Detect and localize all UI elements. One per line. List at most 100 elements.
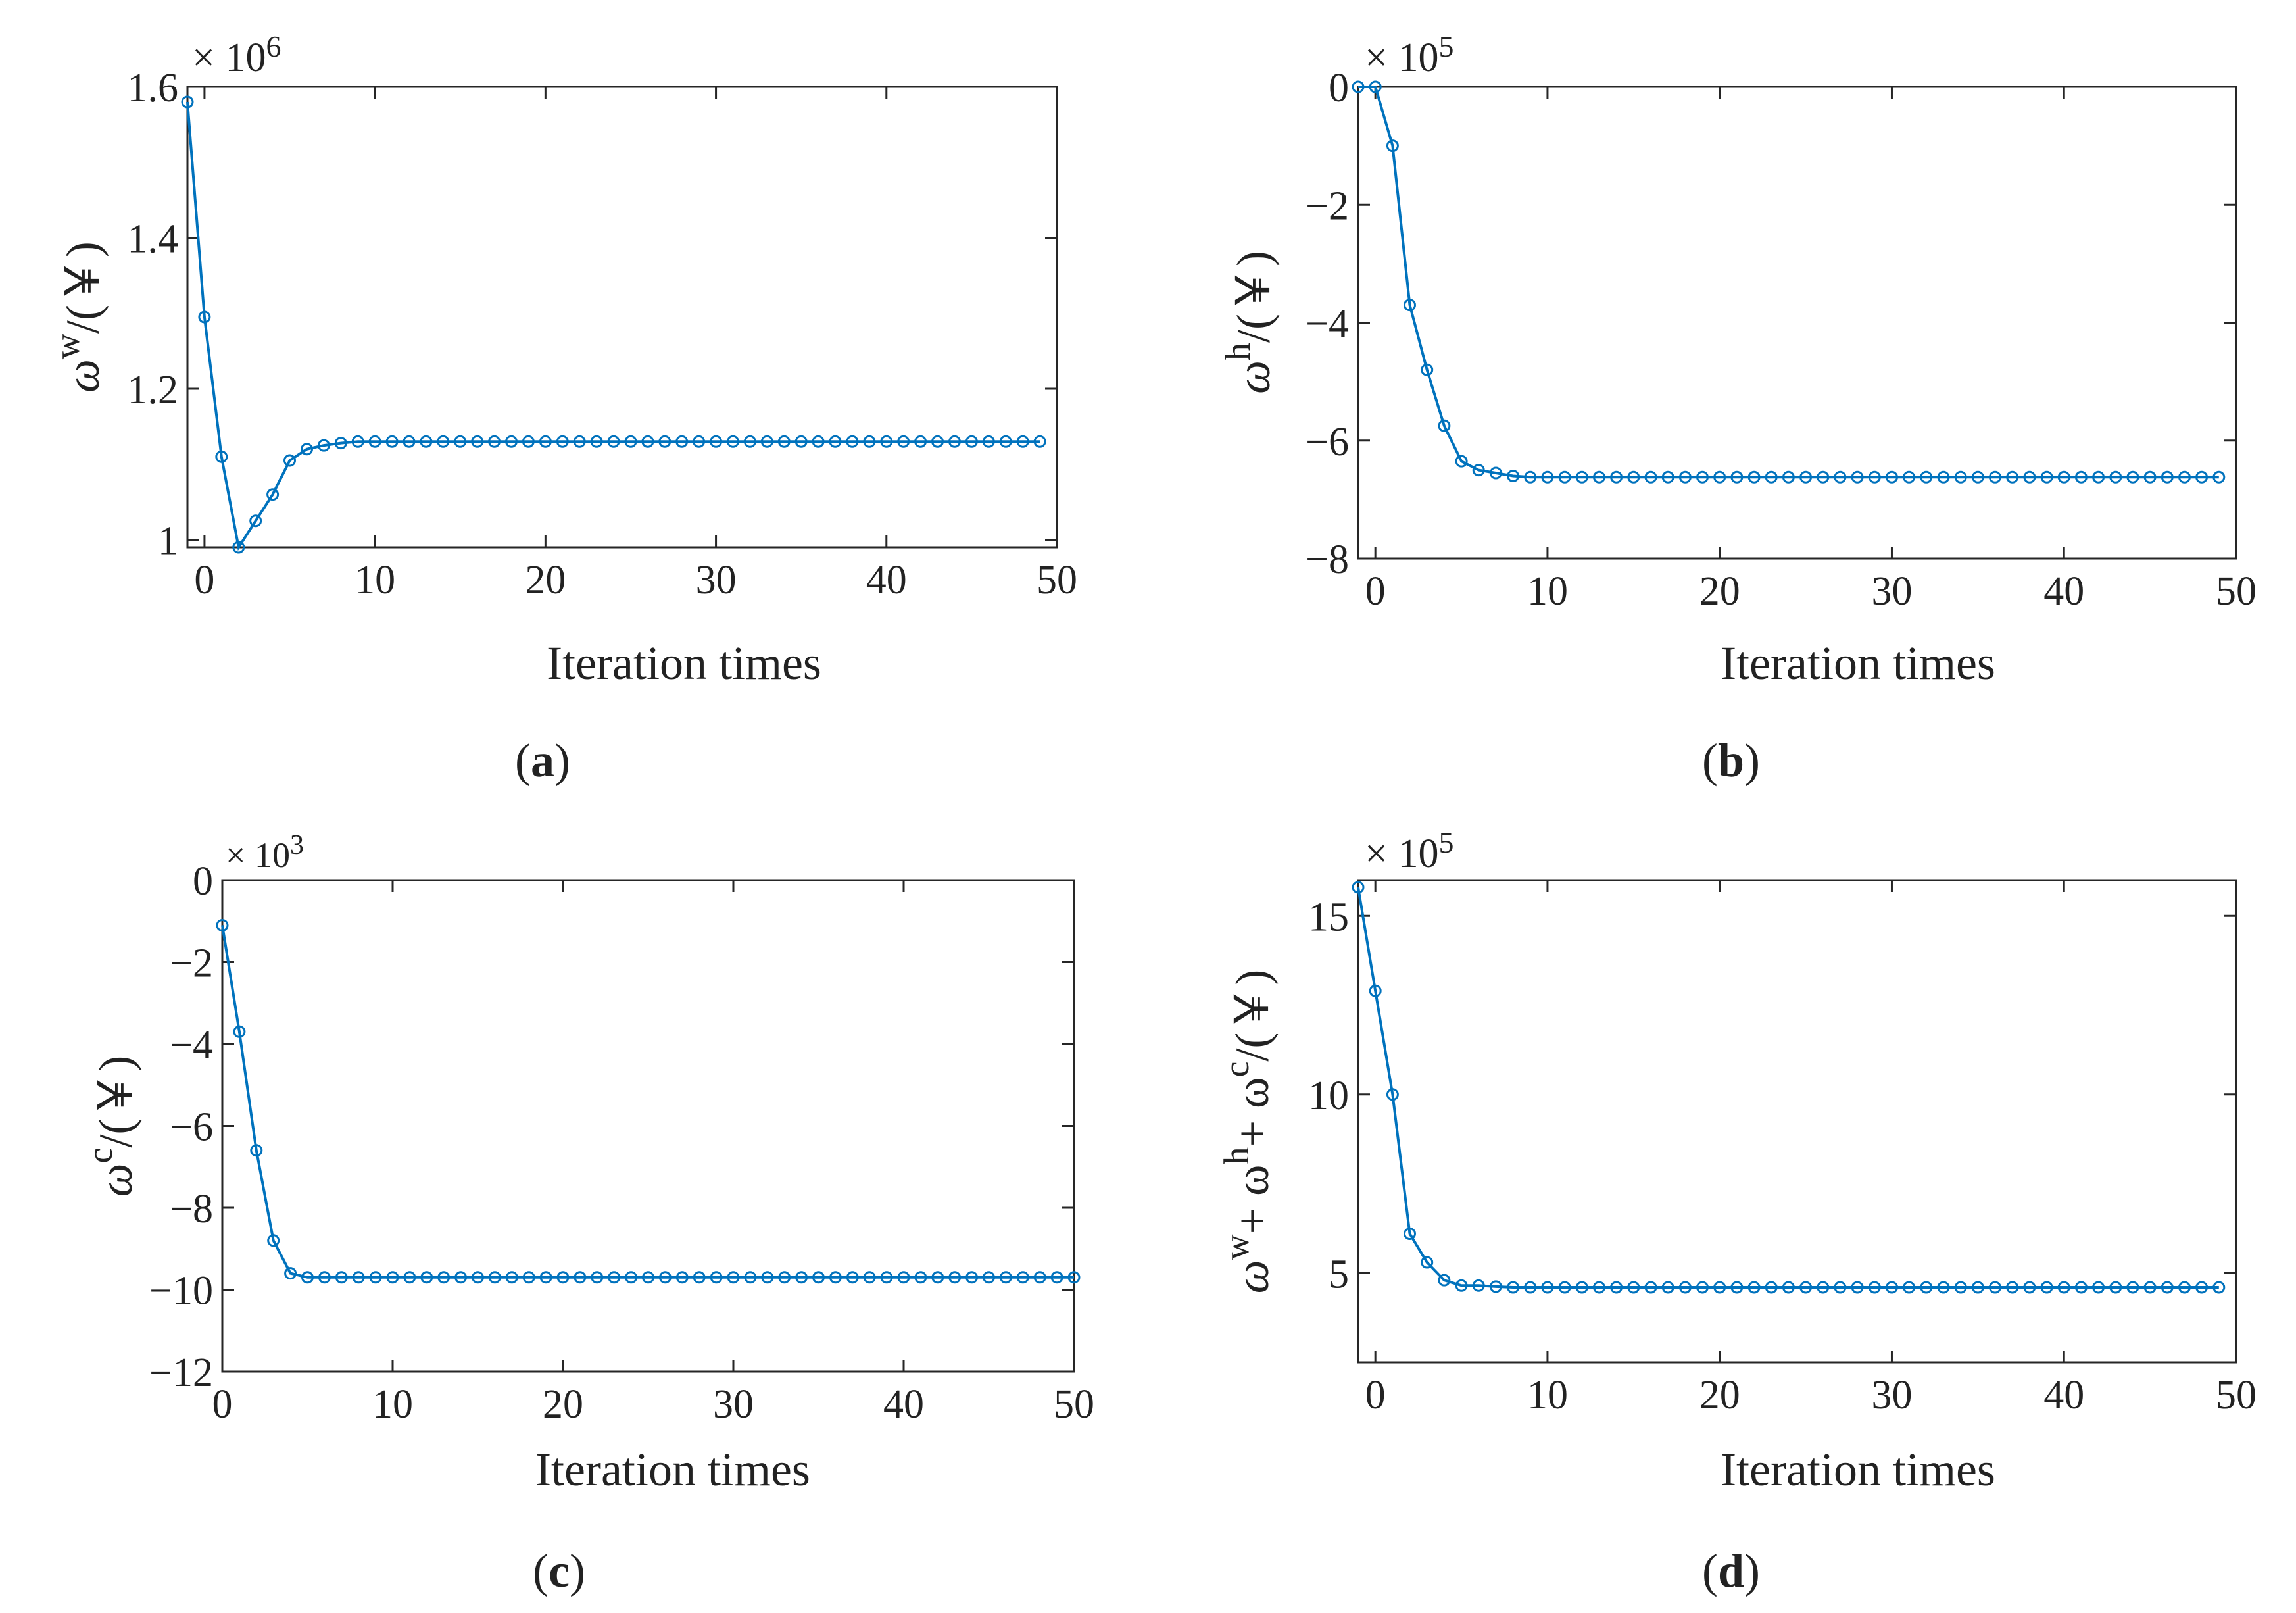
plot-frame-a: [186, 86, 1058, 549]
data-point: [863, 1271, 876, 1284]
data-point: [727, 1271, 740, 1284]
y-axis-label-c: ωc/(￥): [80, 1056, 142, 1197]
x-tick-label: 40: [883, 1382, 924, 1427]
data-point: [334, 437, 347, 450]
data-point: [829, 1271, 842, 1284]
y-tick-label: −8: [170, 1187, 213, 1231]
y-tick-label: 0: [193, 859, 213, 904]
data-point: [693, 1271, 706, 1284]
data-point: [1868, 1281, 1881, 1294]
caption-a: (a): [515, 734, 570, 787]
data-point: [1765, 470, 1778, 484]
data-point: [2143, 1281, 2157, 1294]
data-point: [710, 1271, 723, 1284]
data-point: [181, 95, 194, 109]
tick-group-a: 0 10 20 30 40 50 1 1.2 1.4 1.6: [128, 66, 1078, 603]
data-point: [232, 541, 245, 554]
data-point: [1610, 470, 1623, 484]
data-point: [914, 435, 927, 448]
x-tick-label: 10: [372, 1382, 413, 1427]
data-point: [403, 1271, 416, 1284]
panel-b: 0 10 20 30 40 50 −8 −6 −4 −2 0 × 105 Iteration tim…: [1218, 30, 2257, 787]
data-point: [2040, 1281, 2053, 1294]
x-axis-label-a: Iteration times: [547, 637, 821, 689]
data-point: [1404, 299, 1416, 312]
data-point: [2092, 1281, 2105, 1294]
data-point: [215, 450, 228, 463]
data-point: [1033, 1271, 1046, 1284]
multiplier-b: × 105: [1365, 30, 1453, 80]
tick-group-d: 0 10 20 30 40 50 5 10 15: [1308, 880, 2257, 1418]
data-point: [267, 1234, 280, 1247]
data-point: [198, 310, 211, 324]
data-point: [590, 435, 603, 448]
data-point: [931, 435, 944, 448]
data-point: [2126, 470, 2139, 484]
data-point: [846, 435, 859, 448]
data-point: [335, 1271, 348, 1284]
data-point: [914, 1271, 927, 1284]
data-point: [522, 1271, 535, 1284]
data-point: [2006, 1281, 2019, 1294]
data-point: [266, 488, 280, 501]
x-tick-label: 0: [194, 558, 214, 603]
data-point: [1455, 455, 1468, 468]
data-point: [2023, 1281, 2036, 1294]
data-point: [1455, 1279, 1468, 1292]
data-point: [2109, 470, 2122, 484]
data-point: [1610, 1281, 1623, 1294]
y-tick-label: 1: [158, 519, 178, 564]
data-point: [471, 435, 484, 448]
data-point: [2006, 470, 2019, 484]
data-point: [948, 1271, 962, 1284]
data-point: [642, 1271, 654, 1284]
data-point: [1903, 1281, 1916, 1294]
data-point: [2143, 470, 2157, 484]
series-group-c: [216, 919, 1081, 1284]
data-point: [472, 1271, 484, 1284]
data-point: [608, 1271, 621, 1284]
data-point: [1661, 470, 1674, 484]
data-point: [1851, 470, 1864, 484]
multiplier-d: × 105: [1365, 826, 1453, 876]
data-point: [2057, 1281, 2070, 1294]
data-point: [2178, 470, 2191, 484]
data-point: [488, 1271, 501, 1284]
x-tick-label: 50: [2216, 1373, 2257, 1418]
data-point: [1524, 470, 1537, 484]
data-point: [999, 1271, 1012, 1284]
data-point: [625, 1271, 638, 1284]
data-point: [1834, 470, 1847, 484]
plot-frame-b: [1357, 86, 2237, 560]
data-point: [931, 1271, 944, 1284]
data-point: [1369, 984, 1382, 997]
data-point: [2074, 470, 2088, 484]
data-point: [249, 514, 262, 528]
data-point: [1352, 881, 1365, 894]
data-point: [539, 1271, 552, 1284]
x-tick-label: 50: [2216, 569, 2257, 614]
data-point: [2092, 470, 2105, 484]
data-point: [2161, 470, 2174, 484]
x-axis-label-d: Iteration times: [1721, 1443, 1995, 1496]
data-point: [1507, 470, 1520, 482]
data-point: [1696, 1281, 1709, 1294]
data-point: [437, 435, 450, 448]
x-tick-label: 30: [696, 558, 737, 603]
data-point: [777, 435, 791, 448]
plot-frame-d: [1357, 879, 2237, 1364]
data-point: [2126, 1281, 2139, 1294]
y-tick-label: −2: [1306, 184, 1349, 228]
data-point: [1369, 80, 1382, 93]
data-point: [1016, 1271, 1029, 1284]
data-point: [1067, 1271, 1081, 1284]
data-point: [1678, 1281, 1692, 1294]
x-tick-label: 0: [1365, 1373, 1386, 1418]
data-point: [846, 1271, 859, 1284]
y-tick-label: 1.2: [128, 368, 179, 412]
data-point: [1541, 470, 1554, 484]
x-tick-label: 0: [1365, 569, 1386, 614]
data-point: [880, 435, 893, 448]
caption-c: (c): [533, 1545, 585, 1597]
